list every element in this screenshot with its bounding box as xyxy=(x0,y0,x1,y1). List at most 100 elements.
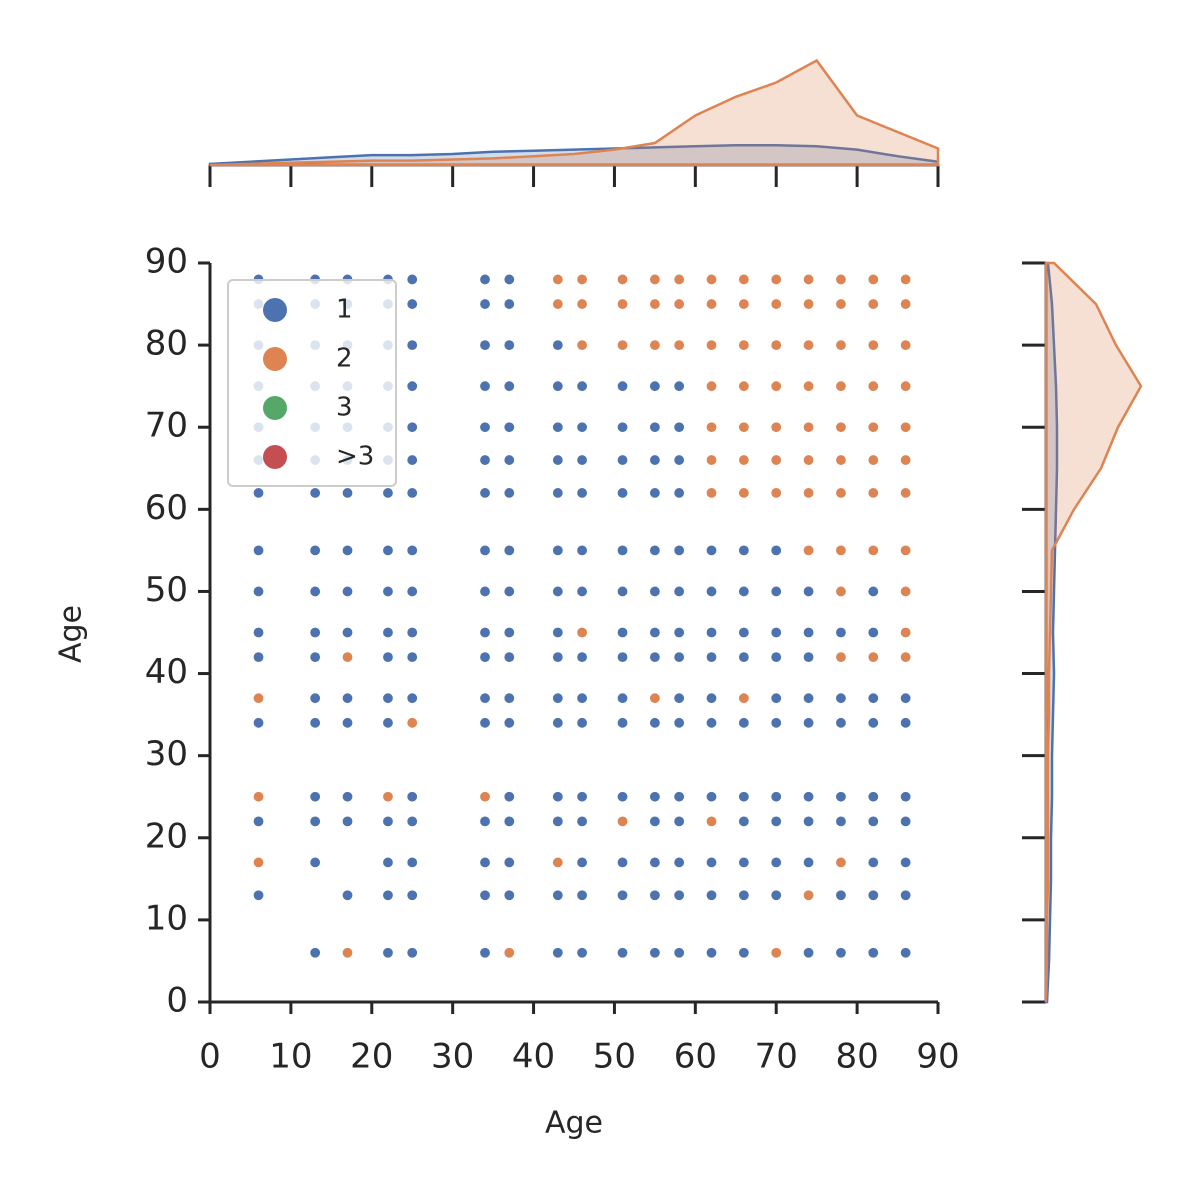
y-tick-label: 10 xyxy=(145,898,188,938)
point xyxy=(899,585,912,598)
point xyxy=(770,544,783,557)
point xyxy=(648,273,661,286)
point xyxy=(834,486,848,500)
point xyxy=(551,380,564,393)
point xyxy=(802,946,815,959)
point xyxy=(899,339,912,352)
point xyxy=(252,815,265,828)
point xyxy=(616,856,629,869)
point xyxy=(551,585,564,598)
legend-label: 1 xyxy=(336,295,353,325)
point xyxy=(673,889,686,902)
point xyxy=(503,380,516,393)
point xyxy=(309,544,322,557)
point xyxy=(834,946,848,959)
point xyxy=(648,716,661,729)
point xyxy=(802,453,815,467)
point xyxy=(770,273,783,286)
point xyxy=(551,297,564,311)
point xyxy=(705,946,718,959)
point xyxy=(737,585,750,598)
point xyxy=(648,946,661,959)
point xyxy=(802,297,815,311)
point xyxy=(551,651,564,664)
point xyxy=(478,626,492,639)
point xyxy=(673,486,686,500)
legend: 1 2 3 >3 xyxy=(227,279,397,487)
point xyxy=(575,815,589,828)
point xyxy=(867,815,880,828)
point xyxy=(252,651,265,664)
point xyxy=(867,380,880,393)
point xyxy=(381,585,395,598)
point xyxy=(770,421,783,434)
point xyxy=(503,651,516,664)
point xyxy=(802,790,815,803)
point xyxy=(705,889,718,902)
x-tick-label: 0 xyxy=(199,1037,221,1077)
point xyxy=(737,339,750,352)
point xyxy=(575,273,589,286)
legend-box xyxy=(227,279,397,487)
point xyxy=(406,651,419,664)
point xyxy=(673,544,686,557)
point xyxy=(802,273,815,286)
point xyxy=(575,486,589,500)
point xyxy=(406,486,419,500)
point xyxy=(478,339,492,352)
point xyxy=(899,651,912,664)
point xyxy=(503,716,516,729)
point xyxy=(867,716,880,729)
point xyxy=(551,692,564,705)
point xyxy=(341,585,354,598)
point xyxy=(673,421,686,434)
point xyxy=(478,585,492,598)
point xyxy=(770,651,783,664)
x-axis-label: Age xyxy=(545,1106,603,1141)
point xyxy=(834,380,848,393)
point xyxy=(673,946,686,959)
point xyxy=(616,946,629,959)
point xyxy=(899,273,912,286)
x-tick-label: 40 xyxy=(512,1037,555,1077)
point xyxy=(503,815,516,828)
point xyxy=(503,889,516,902)
point xyxy=(802,716,815,729)
point xyxy=(341,544,354,557)
point xyxy=(673,273,686,286)
point xyxy=(673,585,686,598)
point xyxy=(616,716,629,729)
point xyxy=(341,815,354,828)
x-tick-label: 10 xyxy=(269,1037,312,1077)
point xyxy=(899,421,912,434)
point xyxy=(575,339,589,352)
point xyxy=(899,692,912,705)
point xyxy=(867,544,880,557)
point xyxy=(406,946,419,959)
point xyxy=(309,790,322,803)
point xyxy=(770,856,783,869)
point xyxy=(705,297,718,311)
point xyxy=(406,815,419,828)
point xyxy=(867,339,880,352)
point xyxy=(705,486,718,500)
point xyxy=(737,651,750,664)
point xyxy=(802,339,815,352)
point xyxy=(899,889,912,902)
point xyxy=(737,380,750,393)
point xyxy=(737,716,750,729)
point xyxy=(406,453,419,467)
point xyxy=(770,889,783,902)
point xyxy=(867,946,880,959)
point xyxy=(551,815,564,828)
y-tick-label: 80 xyxy=(145,324,188,364)
point xyxy=(551,716,564,729)
point xyxy=(770,626,783,639)
point xyxy=(478,273,492,286)
point xyxy=(737,544,750,557)
point xyxy=(252,692,265,705)
top-kde xyxy=(209,58,940,167)
y-tick-label: 50 xyxy=(145,570,188,610)
point xyxy=(705,856,718,869)
